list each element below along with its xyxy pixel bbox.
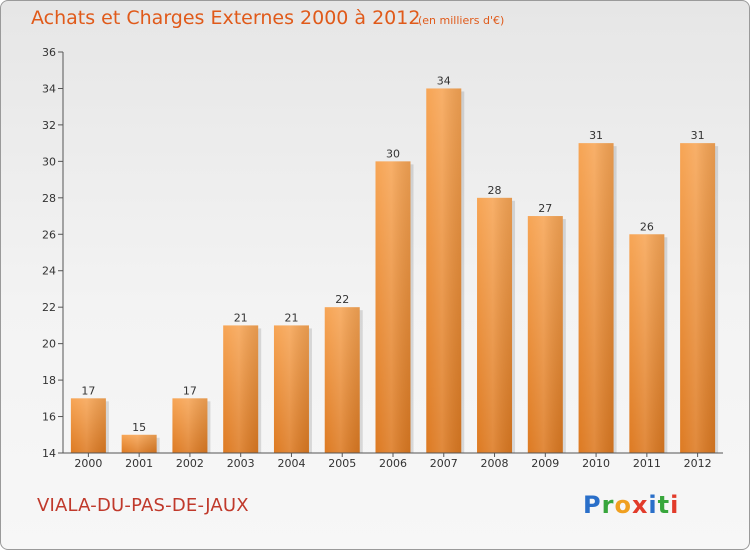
logo-letter: x — [631, 491, 649, 519]
axes-group: 14 16 18 20 22 24 26 28 30 32 34 36 2000 2001 2002 2003… — [42, 46, 723, 470]
bars-group: 17 15 17 21 21 22 30 34 28 27 31 26 31 — [70, 74, 719, 454]
y-tick-label: 24 — [42, 265, 56, 278]
x-tick-label: 2004 — [277, 457, 305, 470]
y-tick-label: 16 — [42, 411, 56, 424]
bar-shine — [324, 307, 360, 453]
x-tick-label: 2002 — [176, 457, 204, 470]
bar-value-label: 27 — [538, 202, 552, 215]
chart-unit: (en milliers d'€) — [418, 14, 505, 27]
x-tick-label: 2012 — [684, 457, 712, 470]
x-tick-label: 2008 — [481, 457, 509, 470]
bar-value-label: 34 — [437, 74, 451, 87]
x-tick-label: 2007 — [430, 457, 458, 470]
bar-shine — [375, 161, 411, 453]
y-tick-label: 30 — [42, 155, 56, 168]
logo-letter: i — [670, 491, 680, 519]
bar-value-label: 21 — [234, 311, 248, 324]
bar-shine — [223, 325, 259, 453]
x-tick-label: 2003 — [227, 457, 255, 470]
y-tick-label: 20 — [42, 338, 56, 351]
bar-shine — [172, 398, 208, 453]
bar-shine — [578, 143, 614, 454]
bar-shine — [680, 143, 716, 454]
logo-letter: o — [614, 491, 632, 519]
bar-value-label: 21 — [284, 311, 298, 324]
bar-value-label: 17 — [183, 384, 197, 397]
bar-shine — [629, 234, 665, 453]
logo-letter: r — [601, 491, 615, 519]
bar-value-label: 22 — [335, 293, 349, 306]
y-tick-label: 26 — [42, 228, 56, 241]
bar-shine — [273, 325, 309, 453]
y-tick-label: 28 — [42, 192, 56, 205]
bar-shine — [527, 216, 563, 453]
y-tick-label: 18 — [42, 374, 56, 387]
x-tick-label: 2000 — [74, 457, 102, 470]
commune-name: VIALA-DU-PAS-DE-JAUX — [37, 495, 249, 516]
logo-letter: t — [657, 491, 671, 519]
bar-value-label: 15 — [132, 421, 146, 434]
logo-letter: P — [583, 491, 602, 519]
bar-value-label: 28 — [488, 184, 502, 197]
y-tick-label: 14 — [42, 447, 56, 460]
x-tick-label: 2010 — [582, 457, 610, 470]
y-tick-label: 36 — [42, 46, 56, 59]
bar-shine — [121, 434, 157, 453]
bar-shine — [426, 88, 462, 454]
bar-value-label: 26 — [640, 220, 654, 233]
proxiti-logo[interactable]: Proxiti — [583, 491, 679, 519]
bar-shine — [477, 197, 513, 453]
chart-title: Achats et Charges Externes 2000 à 2012 — [31, 7, 421, 29]
x-tick-label: 2011 — [633, 457, 661, 470]
x-tick-label: 2005 — [328, 457, 356, 470]
bar-value-label: 31 — [589, 129, 603, 142]
y-tick-label: 22 — [42, 301, 56, 314]
bar-value-label: 30 — [386, 147, 400, 160]
x-tick-label: 2009 — [531, 457, 559, 470]
bar-shine — [70, 398, 106, 453]
y-tick-label: 32 — [42, 119, 56, 132]
x-tick-label: 2001 — [125, 457, 153, 470]
y-tick-label: 34 — [42, 82, 56, 95]
x-tick-label: 2006 — [379, 457, 407, 470]
bar-value-label: 17 — [81, 384, 95, 397]
bar-value-label: 31 — [691, 129, 705, 142]
logo-letter: i — [648, 491, 658, 519]
